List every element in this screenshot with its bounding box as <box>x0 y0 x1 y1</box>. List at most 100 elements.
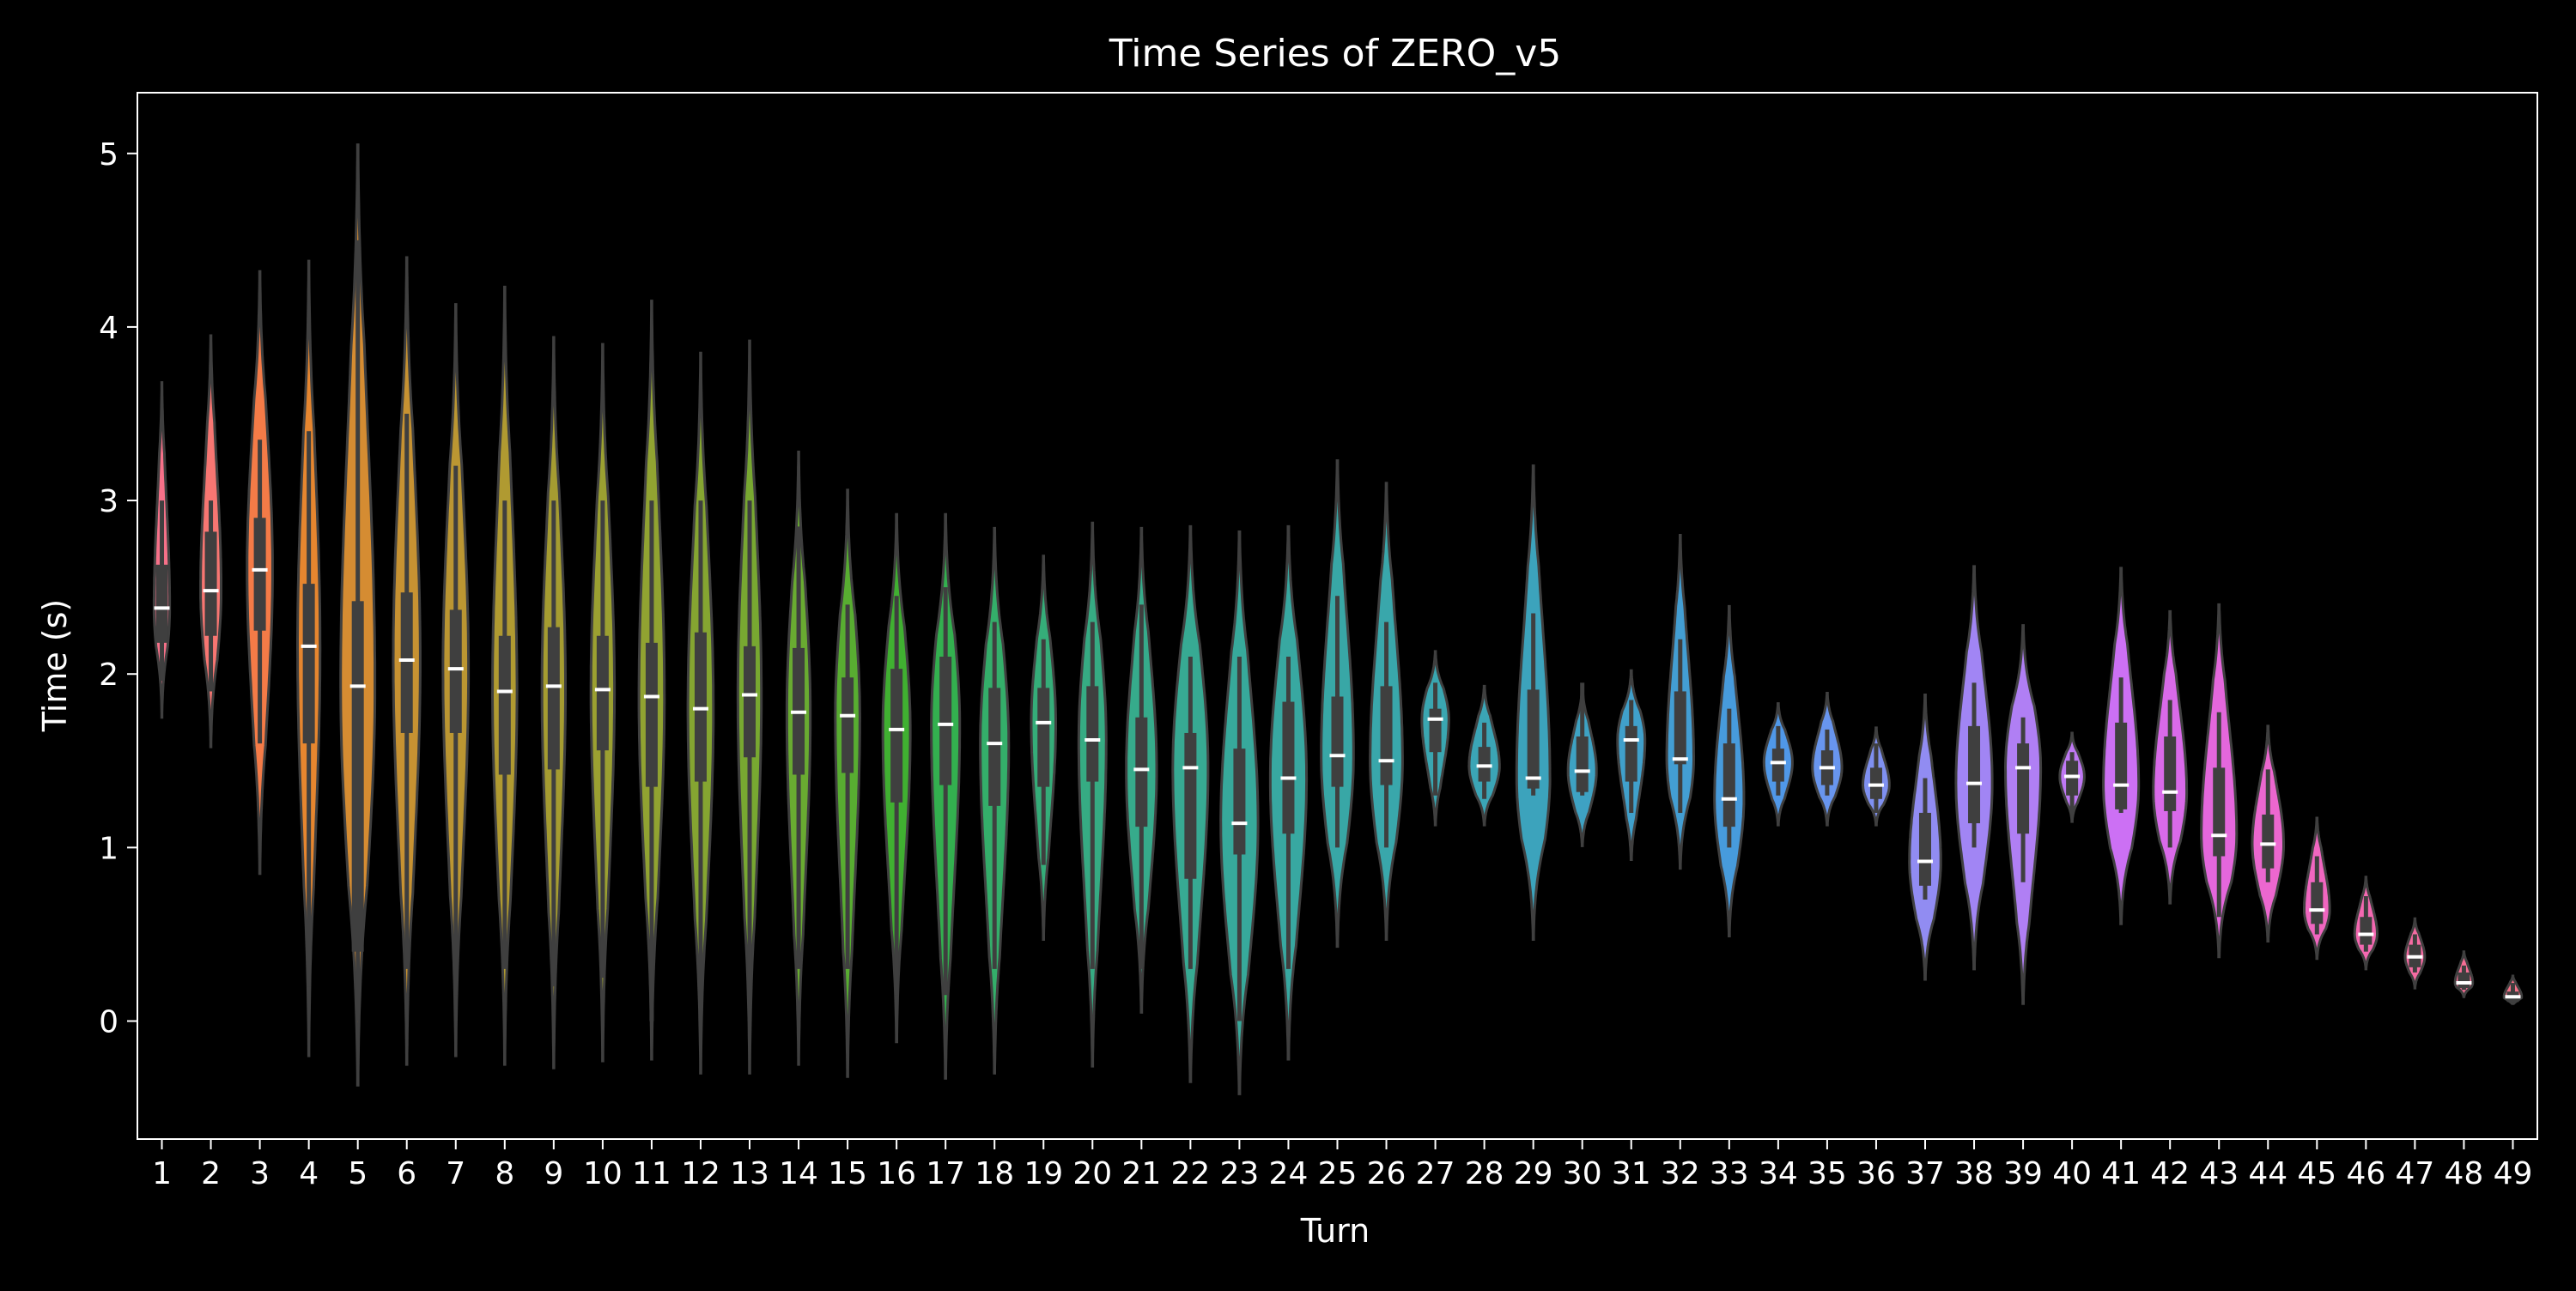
iqr-box-turn-26 <box>1380 686 1393 785</box>
x-tick-label: 5 <box>348 1156 368 1191</box>
x-tick-label: 3 <box>250 1156 270 1191</box>
iqr-box-turn-29 <box>1527 689 1540 789</box>
iqr-box-turn-12 <box>694 632 707 782</box>
x-tick-label: 29 <box>1514 1156 1553 1191</box>
x-tick-label: 41 <box>2101 1156 2141 1191</box>
x-tick-label: 48 <box>2445 1156 2484 1191</box>
x-tick-label: 11 <box>632 1156 671 1191</box>
x-tick-label: 37 <box>1905 1156 1945 1191</box>
x-tick-label: 47 <box>2395 1156 2434 1191</box>
x-tick-label: 39 <box>2003 1156 2043 1191</box>
iqr-box-turn-38 <box>1968 725 1981 824</box>
violins-layer <box>152 143 2524 1095</box>
iqr-box-turn-22 <box>1184 732 1197 879</box>
iqr-box-turn-31 <box>1625 725 1637 782</box>
iqr-box-turn-48 <box>2458 972 2470 989</box>
x-tick-label: 26 <box>1367 1156 1406 1191</box>
iqr-box-turn-46 <box>2360 917 2372 945</box>
iqr-box-turn-28 <box>1478 747 1491 782</box>
iqr-box-turn-43 <box>2213 767 2226 857</box>
iqr-box-turn-21 <box>1135 717 1148 827</box>
x-tick-label: 4 <box>299 1156 319 1191</box>
x-tick-label: 35 <box>1807 1156 1847 1191</box>
x-tick-label: 30 <box>1563 1156 1602 1191</box>
iqr-box-turn-42 <box>2164 736 2177 811</box>
x-tick-label: 31 <box>1612 1156 1651 1191</box>
x-tick-label: 36 <box>1856 1156 1896 1191</box>
x-tick-label: 13 <box>730 1156 769 1191</box>
x-tick-label: 7 <box>446 1156 465 1191</box>
iqr-box-turn-9 <box>547 627 560 770</box>
y-tick-label: 1 <box>99 831 118 866</box>
x-axis-label: Turn <box>1300 1212 1370 1250</box>
iqr-box-turn-39 <box>2017 743 2030 834</box>
iqr-box-turn-25 <box>1331 696 1344 787</box>
x-tick-label: 16 <box>877 1156 916 1191</box>
x-tick-label: 46 <box>2346 1156 2385 1191</box>
x-tick-label: 32 <box>1661 1156 1700 1191</box>
y-tick-label: 2 <box>99 658 118 693</box>
y-tick-label: 4 <box>99 311 118 346</box>
iqr-box-turn-17 <box>939 657 952 785</box>
iqr-box-turn-8 <box>498 635 511 775</box>
x-tick-label: 34 <box>1759 1156 1798 1191</box>
x-tick-label: 1 <box>152 1156 172 1191</box>
iqr-box-turn-5 <box>351 601 364 952</box>
x-tick-label: 21 <box>1121 1156 1161 1191</box>
iqr-box-turn-44 <box>2262 814 2275 869</box>
iqr-box-turn-30 <box>1576 736 1589 792</box>
iqr-box-turn-36 <box>1869 767 1882 799</box>
x-tick-label: 38 <box>1954 1156 1994 1191</box>
y-tick-label: 5 <box>99 137 118 173</box>
x-tick-label: 33 <box>1710 1156 1749 1191</box>
iqr-box-turn-20 <box>1086 686 1099 782</box>
y-tick-label: 0 <box>99 1005 118 1040</box>
x-axis: 1 2 3 4 5 6 7 8 9 10 11 12 13 14 15 16 17 18 19 20 21 22 23 24 2… <box>152 1139 2532 1191</box>
x-tick-label: 20 <box>1072 1156 1112 1191</box>
x-tick-label: 49 <box>2494 1156 2533 1191</box>
iqr-box-turn-13 <box>744 646 756 758</box>
plot-frame <box>137 92 2538 1140</box>
x-tick-label: 27 <box>1416 1156 1455 1191</box>
iqr-box-turn-2 <box>204 531 217 636</box>
iqr-box-turn-3 <box>253 518 266 631</box>
iqr-box-turn-37 <box>1918 812 1931 886</box>
x-tick-label: 12 <box>681 1156 720 1191</box>
x-tick-label: 25 <box>1318 1156 1358 1191</box>
x-tick-label: 17 <box>926 1156 965 1191</box>
chart-title: Time Series of ZERO_v5 <box>1109 32 1562 76</box>
x-tick-label: 44 <box>2248 1156 2287 1191</box>
x-tick-label: 2 <box>201 1156 221 1191</box>
x-tick-label: 23 <box>1220 1156 1260 1191</box>
iqr-box-turn-24 <box>1282 701 1295 834</box>
iqr-box-turn-27 <box>1429 708 1442 753</box>
iqr-box-turn-45 <box>2311 882 2324 924</box>
iqr-box-turn-6 <box>400 592 413 733</box>
x-tick-label: 15 <box>828 1156 867 1191</box>
x-tick-label: 10 <box>583 1156 623 1191</box>
x-tick-label: 40 <box>2052 1156 2092 1191</box>
y-axis-label: Time (s) <box>36 599 74 733</box>
x-tick-label: 8 <box>495 1156 514 1191</box>
x-tick-label: 14 <box>779 1156 818 1191</box>
iqr-box-turn-1 <box>155 564 168 643</box>
iqr-box-turn-40 <box>2066 761 2079 796</box>
x-tick-label: 18 <box>975 1156 1014 1191</box>
iqr-box-turn-15 <box>841 677 854 773</box>
x-tick-label: 19 <box>1024 1156 1063 1191</box>
iqr-box-turn-41 <box>2115 722 2128 809</box>
iqr-box-turn-33 <box>1722 743 1735 827</box>
y-tick-label: 3 <box>99 484 118 519</box>
iqr-box-turn-7 <box>449 609 462 733</box>
iqr-box-turn-34 <box>1771 749 1784 782</box>
iqr-box-turn-18 <box>988 688 1001 806</box>
x-tick-label: 6 <box>397 1156 416 1191</box>
iqr-box-turn-16 <box>890 669 903 803</box>
x-tick-label: 42 <box>2150 1156 2190 1191</box>
x-tick-label: 45 <box>2297 1156 2336 1191</box>
x-tick-label: 24 <box>1269 1156 1309 1191</box>
iqr-box-turn-4 <box>302 584 315 744</box>
x-tick-label: 43 <box>2199 1156 2239 1191</box>
